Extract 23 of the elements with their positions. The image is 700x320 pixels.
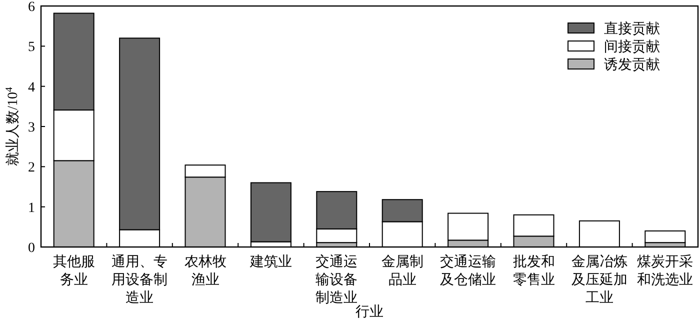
legend-label: 直接贡献 <box>604 21 660 37</box>
y-tick-label: 6 <box>28 0 35 15</box>
x-tick-label: 金属制品业 <box>381 254 424 288</box>
y-tick-label: 2 <box>28 160 35 176</box>
x-tick-label: 建筑业 <box>248 254 292 270</box>
y-tick-label: 0 <box>28 241 35 256</box>
x-tick-label: 批发和零售业 <box>512 254 555 288</box>
x-tick-label: 通用、专用设备制造业 <box>112 254 168 306</box>
bar <box>644 230 686 244</box>
y-tick-label: 5 <box>28 40 35 56</box>
y-tick-label: 3 <box>28 120 35 136</box>
x-tick-label: 农林牧渔业 <box>184 254 226 288</box>
x-tick-label: 金属冶炼及压延加工业 <box>571 254 628 306</box>
x-tick-label: 交通运输设备制造业 <box>316 254 358 306</box>
legend-label: 诱发贡献 <box>604 57 660 73</box>
x-axis-title: 行业 <box>356 304 384 320</box>
y-tick-label: 1 <box>28 200 35 216</box>
x-tick-label: 交通运输及仓储业 <box>440 254 496 288</box>
x-tick-label: 煤炭开采和洗选业 <box>637 254 694 288</box>
legend-label: 间接贡献 <box>604 39 660 55</box>
x-tick-label: 其他服务业 <box>52 254 95 288</box>
bar <box>250 182 292 242</box>
y-tick-label: 4 <box>28 80 35 96</box>
